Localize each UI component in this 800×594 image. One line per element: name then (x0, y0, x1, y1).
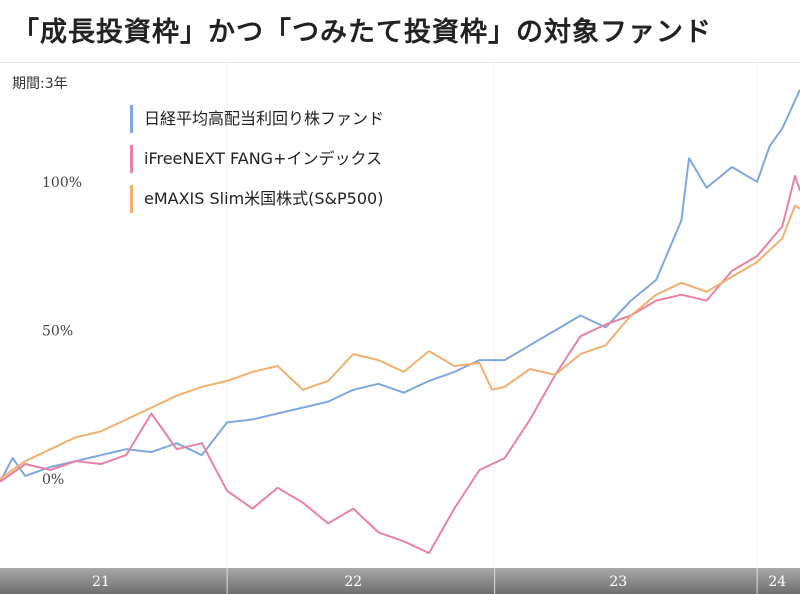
x-tick-label: 22 (344, 574, 362, 590)
chart-area: 0% 50% 100% 21 22 23 24 期間:3年 日経平均高配当利回り株ファンド … (0, 62, 800, 594)
y-tick-label: 100% (42, 175, 82, 191)
legend-label: iFreeNEXT FANG+インデックス (144, 149, 382, 168)
x-axis-band (0, 568, 800, 594)
series-line-1 (0, 89, 800, 483)
line-chart: 0% 50% 100% 21 22 23 24 (0, 63, 800, 594)
y-tick-label: 50% (42, 323, 73, 339)
legend-label: 日経平均高配当利回り株ファンド (144, 109, 385, 128)
legend: 日経平均高配当利回り株ファンド iFreeNEXT FANG+インデックス eM… (130, 105, 384, 225)
series-line-3 (0, 204, 800, 480)
legend-swatch-sp500 (130, 185, 133, 213)
legend-item-fang: iFreeNEXT FANG+インデックス (130, 145, 384, 173)
x-tick-label: 24 (768, 574, 786, 590)
legend-item-nikkei: 日経平均高配当利回り株ファンド (130, 105, 385, 133)
x-tick-label: 21 (92, 574, 110, 590)
legend-swatch-fang (130, 145, 133, 173)
legend-swatch-nikkei (130, 105, 133, 133)
legend-label: eMAXIS Slim米国株式(S&P500) (144, 189, 384, 208)
legend-item-sp500: eMAXIS Slim米国株式(S&P500) (130, 185, 384, 213)
page-title: 「成長投資枠」かつ「つみたて投資枠」の対象ファンド (12, 17, 712, 48)
x-tick-label: 23 (609, 574, 627, 590)
y-tick-label: 0% (42, 472, 64, 488)
series-line-2 (0, 174, 800, 555)
period-label: 期間:3年 (12, 76, 68, 92)
